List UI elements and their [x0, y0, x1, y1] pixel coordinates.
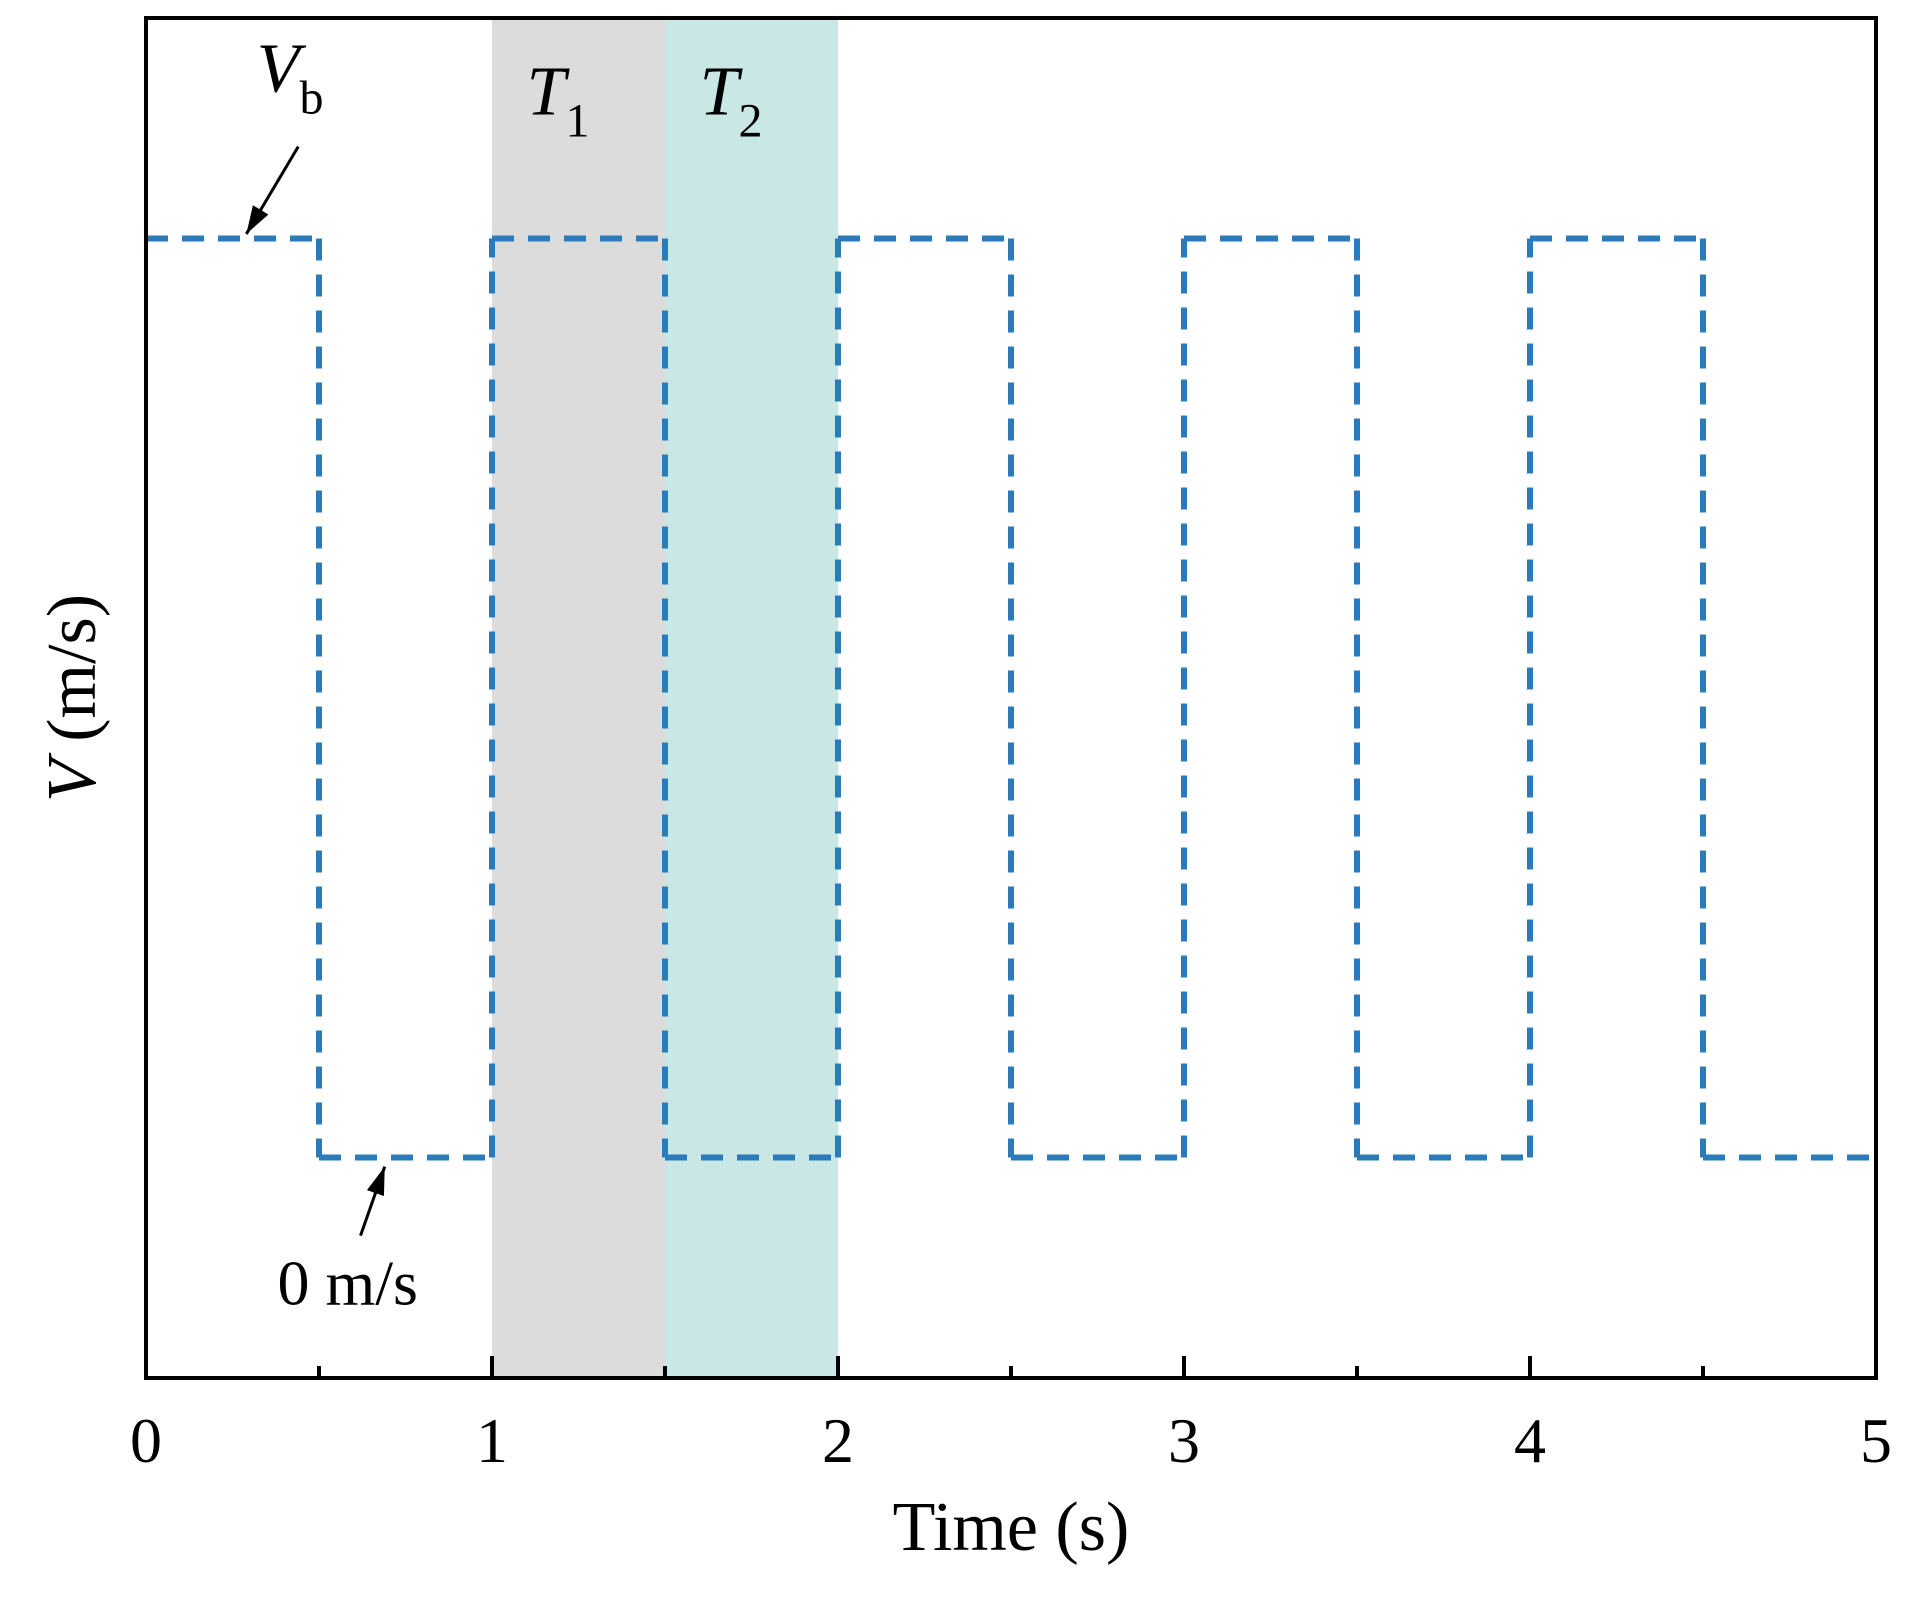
region-label-t1-sub: 1	[566, 94, 590, 147]
shaded-region-1	[492, 18, 665, 1378]
annotation-arrows	[245, 145, 387, 1237]
region-label-t2-symbol: T	[700, 53, 744, 130]
region-label-t1: T1	[527, 53, 590, 147]
region-label-t1-symbol: T	[527, 53, 571, 130]
x-tick-label: 5	[1860, 1405, 1892, 1476]
region-label-t2: T2	[700, 53, 763, 147]
annotation-vb-sub: b	[299, 72, 323, 125]
x-tick-label: 2	[822, 1405, 854, 1476]
annotation-vb: Vb	[257, 31, 324, 125]
x-tick-label: 1	[476, 1405, 508, 1476]
annotation-zero: 0 m/s	[277, 1247, 417, 1318]
y-axis-label: V (m/s)	[34, 594, 111, 802]
region-label-t2-sub: 2	[739, 94, 763, 147]
shaded-regions	[492, 18, 838, 1378]
arrow-vb-head	[246, 205, 269, 234]
x-tick-label: 4	[1514, 1405, 1546, 1476]
annotation-vb-symbol: V	[257, 31, 307, 108]
y-axis-unit: (m/s)	[34, 594, 111, 759]
x-tick-label: 0	[130, 1405, 162, 1476]
x-axis-ticks	[144, 1356, 1878, 1378]
y-axis-symbol: V	[34, 752, 111, 802]
shaded-region-2	[665, 18, 838, 1378]
arrow-zero-head	[366, 1166, 385, 1197]
x-tick-label: 3	[1168, 1405, 1200, 1476]
series-layer	[146, 235, 1876, 1161]
x-axis-label: Time (s)	[893, 1489, 1130, 1566]
x-axis-tick-labels: 0 1 2 3 4 5	[130, 1405, 1892, 1476]
plot-frame	[144, 16, 1878, 1380]
